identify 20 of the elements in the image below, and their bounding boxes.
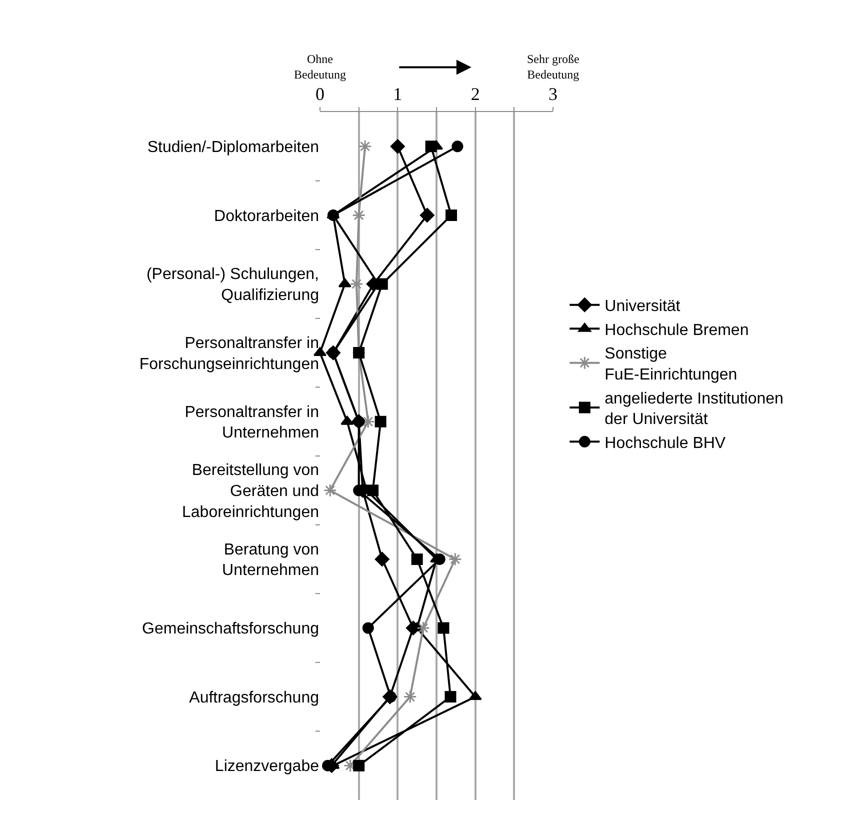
- y-tick-label: Personaltransfer in Unternehmen: [184, 404, 319, 442]
- x-tick-label: 3: [548, 84, 558, 104]
- y-tick-label: Doktorarbeiten: [214, 208, 319, 225]
- text: Ohne Bedeutung: [294, 52, 346, 82]
- y-tick-label: Gemeinschaftsforschung: [142, 620, 319, 638]
- legend-label: Hochschule BHV: [604, 434, 726, 452]
- legend-label: angeliederte Institutionen der Universität: [604, 390, 784, 428]
- y-tick-label: Personaltransfer in Forschungseinrichtungen: [139, 335, 319, 373]
- y-tick-label: Bereitstellung von Geräten und Laboreinrichtungen: [182, 462, 319, 521]
- legend-label: Hochschule Bremen: [604, 322, 749, 339]
- x-tick-label: 1: [393, 84, 402, 104]
- y-tick-label: Lizenzvergabe: [214, 758, 320, 776]
- text: Sehr große Bedeutung: [527, 52, 580, 82]
- y-tick-label: Beratung von Unternehmen: [222, 541, 319, 580]
- y-tick-label: (Personal-) Schulungen, Qualifizierung: [146, 266, 319, 304]
- y-tick-label: Auftragsforschung: [189, 689, 319, 706]
- x-tick-label: 2: [470, 84, 480, 104]
- x-tick-label: 0: [316, 84, 324, 104]
- y-tick-label: Studien/-Diplomarbeiten: [147, 139, 319, 156]
- legend-label: Universität: [604, 298, 681, 316]
